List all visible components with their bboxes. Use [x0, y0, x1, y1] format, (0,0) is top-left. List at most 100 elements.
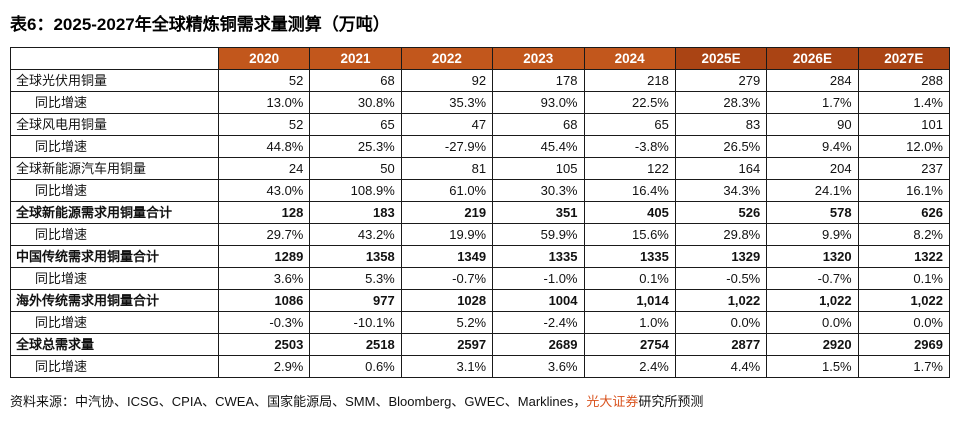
value-cell: 1.4% [857, 91, 951, 114]
copper-demand-table: 2020 2021 2022 2023 2024 2025E 2026E 202… [10, 47, 951, 378]
value-cell: 9.4% [766, 135, 859, 158]
value-cell: 1028 [400, 289, 494, 312]
value-cell: 219 [400, 201, 494, 224]
col-header-2024: 2024 [583, 47, 676, 70]
value-cell: 1.5% [766, 355, 859, 378]
col-header-2020: 2020 [217, 47, 311, 70]
value-cell: 2597 [400, 333, 494, 356]
value-cell: 13.0% [217, 91, 311, 114]
report-table-page: 表6：2025-2027年全球精炼铜需求量测算（万吨） 2020 2021 20… [10, 15, 951, 410]
value-cell: 1329 [674, 245, 768, 268]
value-cell: 237 [857, 157, 951, 180]
table-row: 全球光伏用铜量 52 68 92 178 218 279 284 288 [10, 69, 951, 92]
value-cell: 1.0% [583, 311, 676, 334]
value-cell: 5.2% [400, 311, 494, 334]
value-cell: 24.1% [766, 179, 859, 202]
row-label: 全球新能源汽车用铜量 [10, 157, 219, 180]
value-cell: 351 [492, 201, 585, 224]
source-note: 资料来源：中汽协、ICSG、CPIA、CWEA、国家能源局、SMM、Bloomb… [10, 391, 950, 410]
value-cell: 92 [400, 69, 494, 92]
value-cell: 105 [492, 157, 585, 180]
table-row: 全球新能源汽车用铜量 24 50 81 105 122 164 204 237 [10, 157, 951, 180]
value-cell: 5.3% [309, 267, 402, 290]
value-cell: 43.2% [309, 223, 402, 246]
header-row: 2020 2021 2022 2023 2024 2025E 2026E 202… [10, 47, 951, 70]
value-cell: 45.4% [492, 135, 585, 158]
table-row: 同比增速 13.0% 30.8% 35.3% 93.0% 22.5% 28.3% 1.7% 1.… [10, 91, 951, 114]
value-cell: 30.8% [309, 91, 402, 114]
value-cell: -0.3% [217, 311, 311, 334]
value-cell: 1289 [217, 245, 311, 268]
source-brand: 光大证券 [586, 394, 639, 409]
row-label: 同比增速 [10, 179, 219, 202]
value-cell: 1,022 [857, 289, 951, 312]
row-label: 同比增速 [10, 223, 219, 246]
value-cell: 1.7% [857, 355, 951, 378]
value-cell: 83 [674, 113, 768, 136]
value-cell: 16.4% [583, 179, 676, 202]
value-cell: 2969 [857, 333, 951, 356]
value-cell: 1349 [400, 245, 494, 268]
col-header-2023: 2023 [492, 47, 585, 70]
value-cell: 1086 [217, 289, 311, 312]
value-cell: 1322 [857, 245, 951, 268]
value-cell: -27.9% [400, 135, 494, 158]
value-cell: 25.3% [309, 135, 402, 158]
value-cell: 3.6% [217, 267, 311, 290]
value-cell: 2.4% [583, 355, 676, 378]
value-cell: 4.4% [674, 355, 768, 378]
value-cell: 178 [492, 69, 585, 92]
table-row: 全球新能源需求用铜量合计 128 183 219 351 405 526 578 626 [10, 201, 951, 224]
value-cell: 284 [766, 69, 859, 92]
value-cell: 22.5% [583, 91, 676, 114]
source-suffix: 研究所预测 [638, 394, 704, 409]
col-header-2025e: 2025E [674, 47, 768, 70]
value-cell: 0.0% [674, 311, 768, 334]
value-cell: -0.7% [400, 267, 494, 290]
value-cell: 59.9% [492, 223, 585, 246]
table-row: 同比增速 2.9% 0.6% 3.1% 3.6% 2.4% 4.4% 1.5% 1.7% [10, 355, 951, 378]
value-cell: 65 [583, 113, 676, 136]
value-cell: 1358 [309, 245, 402, 268]
table-row: 全球总需求量 2503 2518 2597 2689 2754 2877 2920 2969 [10, 333, 951, 356]
value-cell: 183 [309, 201, 402, 224]
value-cell: 977 [309, 289, 402, 312]
row-label: 同比增速 [10, 355, 219, 378]
table-row: 同比增速 43.0% 108.9% 61.0% 30.3% 16.4% 34.3% 24.1%… [10, 179, 951, 202]
table-row: 同比增速 3.6% 5.3% -0.7% -1.0% 0.1% -0.5% -0.7% 0.1% [10, 267, 951, 290]
table-row: 海外传统需求用铜量合计 1086 977 1028 1004 1,014 1,022 1,02… [10, 289, 951, 312]
value-cell: 81 [400, 157, 494, 180]
value-cell: 44.8% [217, 135, 311, 158]
value-cell: 1,014 [583, 289, 676, 312]
row-label: 全球新能源需求用铜量合计 [10, 201, 219, 224]
value-cell: 405 [583, 201, 676, 224]
row-label: 同比增速 [10, 91, 219, 114]
row-label: 全球光伏用铜量 [10, 69, 219, 92]
row-label: 全球总需求量 [10, 333, 219, 356]
value-cell: 35.3% [400, 91, 494, 114]
value-cell: 218 [583, 69, 676, 92]
value-cell: 1320 [766, 245, 859, 268]
value-cell: 26.5% [674, 135, 768, 158]
value-cell: 3.6% [492, 355, 585, 378]
value-cell: 47 [400, 113, 494, 136]
value-cell: 24 [217, 157, 311, 180]
value-cell: 204 [766, 157, 859, 180]
table-row: 同比增速 29.7% 43.2% 19.9% 59.9% 15.6% 29.8% 9.9% 8.… [10, 223, 951, 246]
value-cell: 30.3% [492, 179, 585, 202]
value-cell: 61.0% [400, 179, 494, 202]
value-cell: 52 [217, 113, 311, 136]
value-cell: -0.5% [674, 267, 768, 290]
value-cell: 65 [309, 113, 402, 136]
value-cell: 9.9% [766, 223, 859, 246]
value-cell: 52 [217, 69, 311, 92]
value-cell: 0.0% [766, 311, 859, 334]
table-body: 全球光伏用铜量 52 68 92 178 218 279 284 288 同比增速 13.0% 30.… [10, 69, 951, 378]
value-cell: 108.9% [309, 179, 402, 202]
value-cell: 29.7% [217, 223, 311, 246]
value-cell: 101 [857, 113, 951, 136]
value-cell: 43.0% [217, 179, 311, 202]
value-cell: 3.1% [400, 355, 494, 378]
corner-cell [10, 47, 219, 70]
value-cell: 0.1% [583, 267, 676, 290]
